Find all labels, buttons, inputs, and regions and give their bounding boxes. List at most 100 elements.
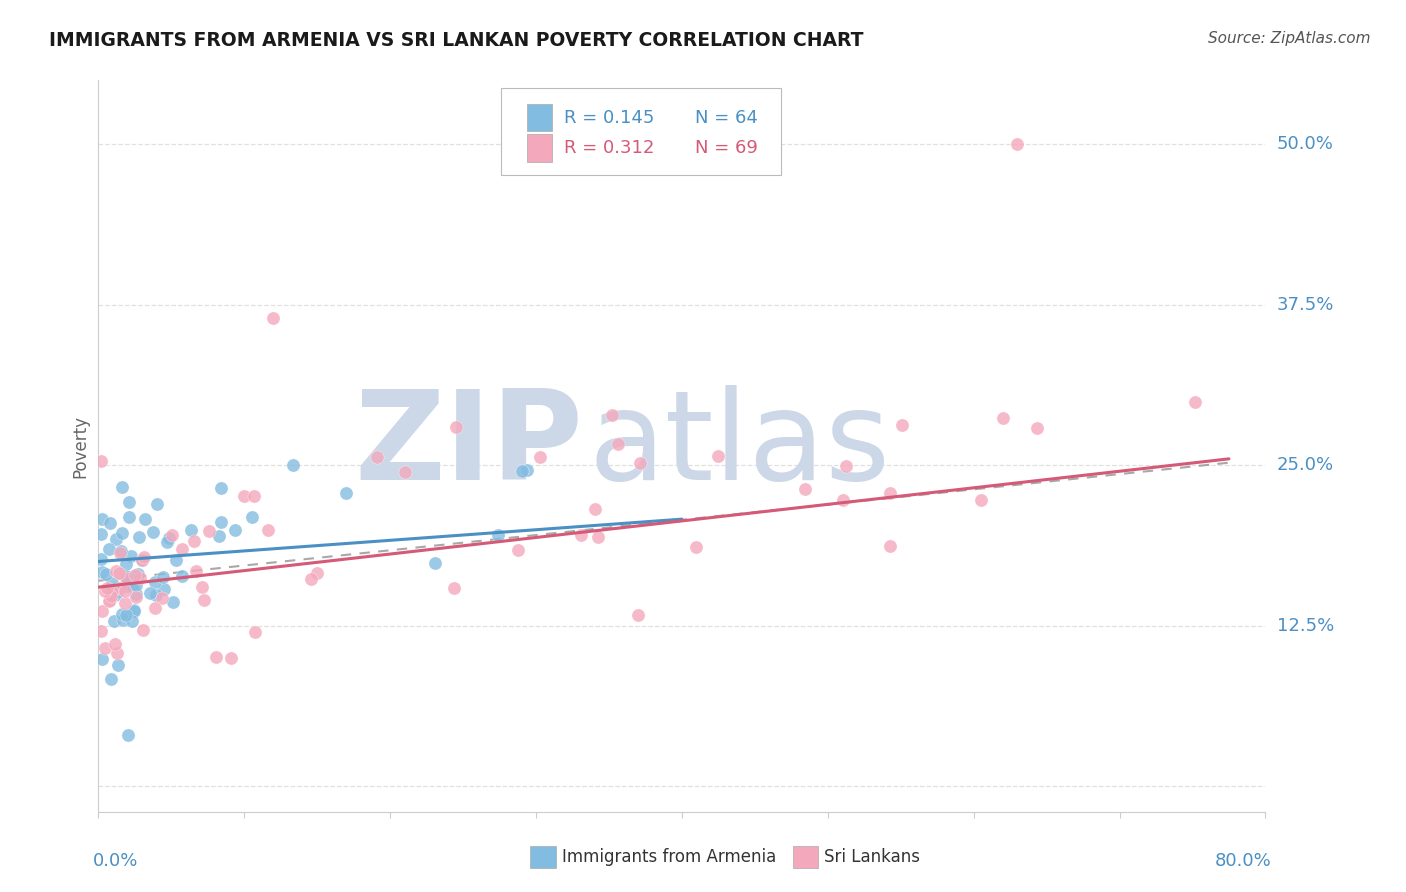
Point <box>152 570 174 584</box>
Point <box>115 557 138 571</box>
Text: 50.0%: 50.0% <box>1277 136 1333 153</box>
Point <box>111 480 134 494</box>
Point <box>142 524 165 539</box>
Point <box>103 614 125 628</box>
Point <box>118 572 141 586</box>
Point <box>832 492 855 507</box>
Text: N = 64: N = 64 <box>695 109 758 127</box>
Point <box>132 623 155 637</box>
Point <box>394 465 416 479</box>
Point <box>602 408 624 422</box>
Point <box>156 534 179 549</box>
Point <box>170 569 193 583</box>
Point <box>111 526 134 541</box>
Point <box>132 550 155 565</box>
Text: Sri Lankans: Sri Lankans <box>824 848 921 866</box>
Point <box>127 566 149 581</box>
Point <box>101 576 124 591</box>
Point <box>191 580 214 594</box>
Point <box>128 530 150 544</box>
Point <box>143 575 166 590</box>
Text: 12.5%: 12.5% <box>1277 616 1334 634</box>
Point <box>98 516 121 530</box>
Text: 25.0%: 25.0% <box>1277 456 1334 475</box>
Point <box>242 489 264 503</box>
Point <box>125 590 148 604</box>
Point <box>423 556 446 570</box>
Point <box>96 581 118 595</box>
FancyBboxPatch shape <box>793 847 818 868</box>
Point <box>90 552 112 566</box>
Point <box>209 515 232 529</box>
Point <box>256 523 278 537</box>
Point <box>90 604 112 618</box>
Point <box>94 584 117 599</box>
Point <box>114 569 136 583</box>
Point <box>131 552 153 566</box>
Point <box>143 600 166 615</box>
Point <box>162 595 184 609</box>
Point <box>101 585 124 599</box>
FancyBboxPatch shape <box>530 847 555 868</box>
Point <box>991 410 1014 425</box>
Text: 0.0%: 0.0% <box>93 852 138 870</box>
Point <box>121 614 143 628</box>
Text: Immigrants from Armenia: Immigrants from Armenia <box>562 848 776 866</box>
Point <box>122 603 145 617</box>
Point <box>628 456 651 470</box>
Point <box>107 658 129 673</box>
Point <box>193 593 215 607</box>
Point <box>108 546 131 560</box>
Point <box>105 565 128 579</box>
Point <box>794 482 817 496</box>
Point <box>117 574 139 589</box>
Point <box>233 489 256 503</box>
Point <box>105 585 128 599</box>
Point <box>131 553 153 567</box>
Text: 80.0%: 80.0% <box>1215 852 1271 870</box>
Point <box>879 485 901 500</box>
Point <box>118 495 141 509</box>
Point <box>283 458 305 472</box>
Point <box>366 450 388 464</box>
Point <box>145 588 167 602</box>
Point <box>586 530 609 544</box>
Point <box>197 524 219 538</box>
Point <box>626 607 648 622</box>
Point <box>529 450 551 464</box>
Point <box>262 310 284 325</box>
Point <box>307 566 329 581</box>
Point <box>98 594 121 608</box>
Point <box>1025 421 1047 435</box>
Text: R = 0.145: R = 0.145 <box>564 109 654 127</box>
Point <box>100 589 122 603</box>
Point <box>94 641 117 656</box>
Point <box>186 564 208 578</box>
Point <box>970 493 993 508</box>
Point <box>114 608 136 623</box>
Point <box>90 652 112 666</box>
Point <box>90 527 112 541</box>
Point <box>512 463 534 477</box>
Point <box>183 533 205 548</box>
Point <box>104 588 127 602</box>
Point <box>91 512 114 526</box>
Point <box>115 579 138 593</box>
Point <box>209 482 232 496</box>
Point <box>243 625 266 640</box>
Point <box>125 578 148 592</box>
Point <box>583 502 606 516</box>
FancyBboxPatch shape <box>527 135 553 162</box>
FancyBboxPatch shape <box>501 87 782 176</box>
Point <box>139 586 162 600</box>
Point <box>117 728 139 742</box>
Point <box>160 528 183 542</box>
Point <box>108 582 131 596</box>
Point <box>97 541 120 556</box>
Point <box>488 528 510 542</box>
Point <box>91 565 114 579</box>
Point <box>157 532 180 546</box>
Point <box>124 567 146 582</box>
Point <box>120 549 142 563</box>
Point <box>153 582 176 597</box>
